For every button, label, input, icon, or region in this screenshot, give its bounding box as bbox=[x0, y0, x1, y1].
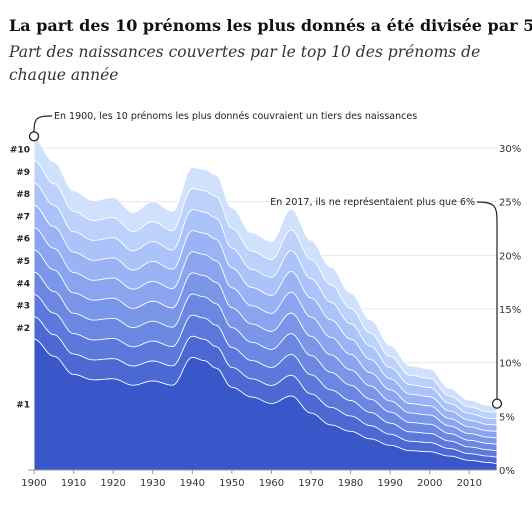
annotations: En 1900, les 10 prénoms les plus donnés … bbox=[28, 111, 503, 409]
annotation-marker-1900 bbox=[28, 131, 40, 142]
y-tick-label: 5% bbox=[499, 412, 515, 423]
rank-label: #3 bbox=[16, 302, 30, 312]
x-tick-label: 2000 bbox=[417, 478, 442, 489]
y-tick-label: 30% bbox=[499, 144, 521, 155]
rank-labels: #1 #2 #3 #4 #5 #6 #7 #8 #9 #10 bbox=[10, 145, 30, 410]
x-tick-label: 1910 bbox=[61, 478, 86, 489]
rank-label: #6 bbox=[16, 235, 30, 245]
rank-label: #2 bbox=[16, 324, 30, 334]
rank-label: #8 bbox=[16, 190, 30, 200]
area-rank-1 bbox=[33, 338, 498, 471]
annotation-marker-2017 bbox=[491, 398, 503, 409]
annotation-arrow-1900 bbox=[33, 115, 53, 134]
y-axis: 0% 5% 10% 15% 20% 25% 30% bbox=[499, 144, 521, 477]
x-tick-label: 1920 bbox=[100, 478, 125, 489]
x-tick-label: 1940 bbox=[180, 478, 205, 489]
chart-title: La part des 10 prénoms les plus donnés a… bbox=[9, 16, 532, 35]
y-tick-label: 0% bbox=[499, 466, 515, 477]
x-tick-label: 1960 bbox=[259, 478, 284, 489]
x-tick-label: 1980 bbox=[338, 478, 363, 489]
y-tick-label: 25% bbox=[499, 198, 521, 209]
annotation-arrow-2017 bbox=[476, 201, 498, 400]
annotation-text-1900: En 1900, les 10 prénoms les plus donnés … bbox=[54, 111, 417, 122]
x-tick-label: 1900 bbox=[21, 478, 46, 489]
x-tick-label: 1990 bbox=[377, 478, 402, 489]
x-tick-label: 1970 bbox=[298, 478, 323, 489]
rank-label: #10 bbox=[10, 145, 30, 155]
annotation-text-2017: En 2017, ils ne représentaient plus que … bbox=[270, 197, 475, 208]
rank-label: #5 bbox=[16, 257, 30, 267]
chart-subtitle: Part des naissances couvertes par le top… bbox=[9, 43, 481, 84]
x-tick-label: 1930 bbox=[140, 478, 165, 489]
x-tick-label: 1950 bbox=[219, 478, 244, 489]
rank-label: #7 bbox=[16, 212, 30, 222]
series-areas bbox=[33, 137, 498, 471]
rank-label: #4 bbox=[16, 279, 30, 289]
rank-label: #9 bbox=[16, 168, 30, 178]
x-tick-label: 2010 bbox=[457, 478, 482, 489]
x-axis: 1900 1910 1920 1930 1940 1950 1960 1970 1980 1990… bbox=[21, 469, 497, 489]
y-tick-label: 15% bbox=[499, 305, 521, 316]
y-tick-label: 10% bbox=[499, 359, 521, 370]
rank-label: #1 bbox=[16, 401, 30, 411]
y-tick-label: 20% bbox=[499, 251, 521, 262]
